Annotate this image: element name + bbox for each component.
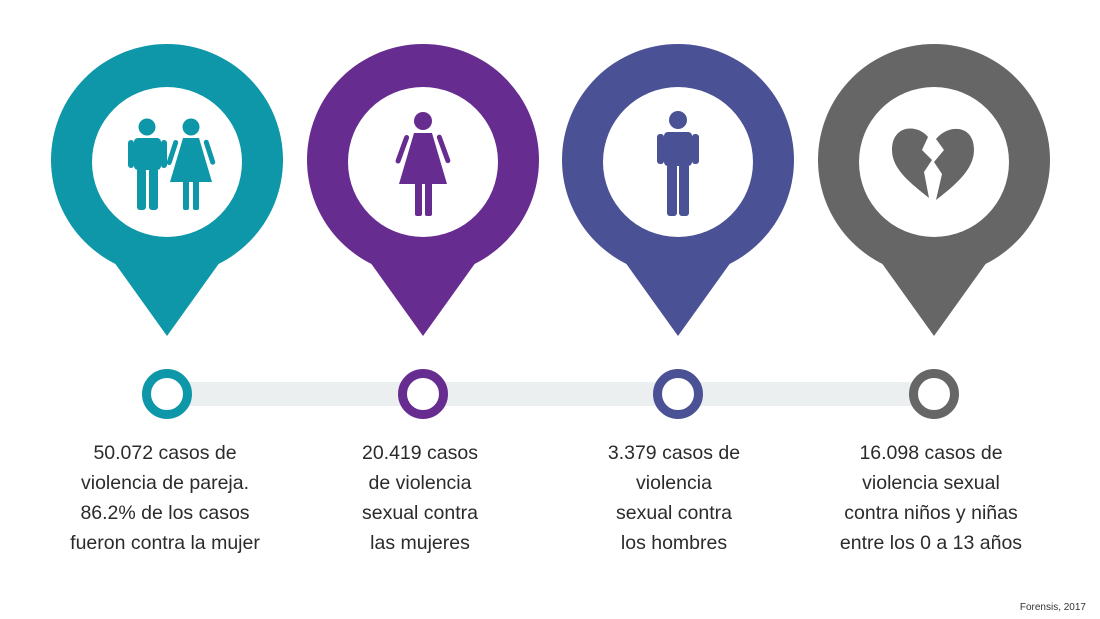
timeline-node-man [653, 369, 703, 419]
source-credit: Forensis, 2017 [1019, 602, 1086, 613]
timeline-node-broken-heart [909, 369, 959, 419]
man-icon [657, 111, 699, 216]
timeline-node-woman [398, 369, 448, 419]
pin-broken-heart-marker [818, 44, 1050, 336]
timeline-node-couple [142, 369, 192, 419]
broken-heart-icon [892, 128, 974, 200]
woman-icon [395, 112, 451, 216]
caption-couple: 50.072 casos de violencia de pareja. 86.… [70, 442, 260, 554]
timeline-track [168, 382, 934, 406]
couple-icon [128, 118, 216, 210]
caption-woman: 20.419 casos de violencia sexual contra … [361, 442, 478, 554]
caption-man: 3.379 casos de violencia sexual contra l… [607, 442, 741, 554]
caption-broken-heart: 16.098 casos de violencia sexual contra … [839, 442, 1023, 554]
